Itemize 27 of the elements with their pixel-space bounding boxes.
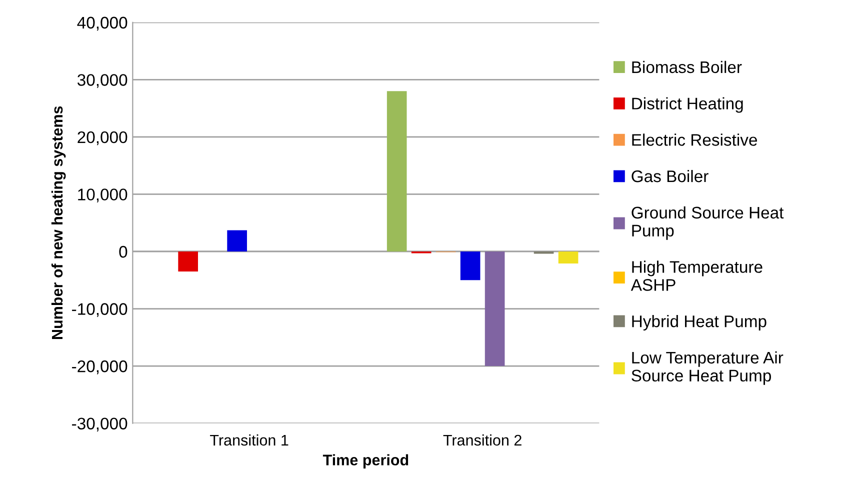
bar [386, 91, 407, 252]
legend-label: Electric Resistive [632, 134, 758, 146]
bar [534, 251, 554, 254]
y-tick-label: 20,000 [78, 131, 128, 146]
x-axis-title: Time period [322, 454, 408, 468]
legend-label: Low Temperature Air Source Heat Pump [632, 351, 784, 385]
bar [178, 251, 198, 272]
legend-label: Biomass Boiler [632, 60, 742, 74]
y-tick-label: 40,000 [77, 16, 128, 31]
y-tick-label: -10,000 [72, 303, 128, 317]
y-tick-label: 0 [119, 246, 128, 258]
y-tick-label: 30,000 [77, 74, 128, 88]
legend-label: High Temperature ASHP [630, 260, 762, 291]
legend-label: District Heating [632, 97, 743, 113]
bar [460, 251, 480, 280]
bar [558, 251, 578, 264]
x-tick-label: Transition 1 [210, 434, 288, 446]
y-tick-label: -20,000 [72, 360, 128, 374]
bar [227, 230, 247, 252]
legend-label: Gas Boiler [632, 170, 708, 182]
x-tick-label: Transition 2 [443, 434, 522, 446]
y-tick-label: -30,000 [72, 418, 128, 432]
bar [484, 251, 505, 366]
legend-label: Hybrid Heat Pump [632, 314, 766, 331]
legend-label: Ground Source Heat Pump [632, 206, 784, 240]
y-tick-label: 10,000 [78, 188, 128, 202]
y-axis-title: Number of new heating systems [51, 106, 66, 339]
